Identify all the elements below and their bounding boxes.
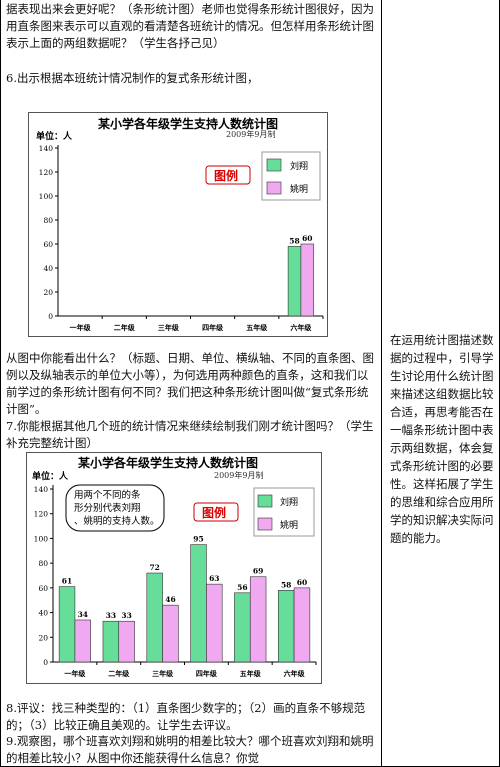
paragraph-step6: 6.出示根据本班统计情况制作的复式条形统计图，	[6, 71, 259, 85]
chart-title: 某小学各年级学生支持人数统计图	[78, 455, 258, 470]
data-label: 60	[302, 234, 312, 243]
y-tick-label: 0	[43, 658, 48, 667]
y-tick-label: 0	[48, 312, 53, 321]
bar-liuxiang	[146, 572, 163, 663]
data-label: 69	[253, 567, 263, 576]
bar-liuxiang	[102, 620, 120, 663]
legend-swatch-liuxiang	[257, 494, 273, 508]
legend-label-yaoming: 姚明	[280, 519, 298, 531]
table-left-border	[0, 0, 1, 767]
chart-date: 2009年9月制	[226, 129, 275, 139]
x-tick-label: 一年级	[70, 323, 92, 332]
callout-text: 用两个不同的条 形分别代表刘翔 、姚明的支持人数。	[74, 489, 160, 527]
bar-yaoming	[249, 576, 267, 663]
y-tick-label: 80	[38, 559, 48, 568]
y-tick-label: 40	[38, 609, 48, 618]
data-label: 58	[289, 236, 299, 245]
chart-single-grade: 某小学各年级学生支持人数统计图 单位：人 2009年9月制 0 20 40 60 80 1…	[28, 112, 328, 337]
bar-yaoming	[74, 619, 91, 663]
x-tick-label: 二年级	[114, 323, 136, 332]
data-label: 63	[209, 574, 219, 583]
data-label: 61	[62, 577, 72, 586]
y-tick-label: 120	[34, 510, 49, 519]
legend-swatch-yaoming	[257, 517, 273, 531]
x-tick-label: 一年级	[64, 669, 86, 678]
chart-frame	[28, 112, 328, 337]
y-tick-label: 100	[39, 192, 54, 201]
y-tick-label: 140	[39, 144, 54, 153]
bar-liuxiang	[287, 246, 302, 317]
data-label: 56	[237, 583, 247, 592]
legend-swatch-yaoming	[266, 181, 282, 195]
data-label: 95	[193, 535, 203, 544]
y-tick-label: 60	[43, 240, 53, 249]
y-tick-label: 80	[43, 216, 53, 225]
chart-unit: 单位：人	[36, 130, 73, 142]
data-label: 60	[297, 578, 307, 587]
y-tick-label: 40	[43, 264, 53, 273]
paragraph-step8: 8.评议：找三种类型的：（1）直条图少数字的；（2）画的直条不够规范的；（3）比…	[6, 701, 366, 732]
bar-liuxiang	[58, 586, 76, 663]
bar-yaoming	[118, 620, 135, 663]
bar-yaoming	[300, 243, 315, 317]
bar-liuxiang	[278, 590, 295, 663]
legend-label-liuxiang: 刘翔	[280, 496, 298, 508]
y-tick-label: 20	[38, 633, 48, 642]
chart-title: 某小学各年级学生支持人数统计图	[98, 116, 278, 131]
legend-title: 图例	[214, 168, 238, 183]
paragraph-observe: 从图中你能看出什么？（标题、日期、单位、横纵轴、不同的直条图、图例以及纵轴表示的…	[6, 351, 374, 416]
legend-label-yaoming: 姚明	[290, 183, 308, 195]
data-label: 33	[106, 611, 116, 620]
x-tick-label: 六年级	[284, 669, 306, 678]
x-tick-label: 五年级	[240, 669, 262, 678]
bar-yaoming	[293, 587, 311, 663]
chart-unit: 单位：人	[32, 470, 69, 482]
data-label: 72	[149, 563, 159, 572]
x-tick-label: 四年级	[202, 323, 224, 332]
x-tick-label: 六年级	[290, 323, 312, 332]
y-tick-label: 120	[39, 168, 54, 177]
chart-all-grades: 某小学各年级学生支持人数统计图 单位：人 2009年9月制 0 20 40 60 80 1…	[26, 452, 322, 684]
chart-date: 2009年9月制	[214, 470, 263, 480]
legend-label-liuxiang: 刘翔	[290, 160, 308, 172]
y-tick-label: 100	[34, 534, 49, 543]
legend-badge: 图例	[205, 165, 251, 185]
data-label: 34	[78, 610, 88, 619]
legend-title: 图例	[202, 505, 226, 520]
x-tick-label: 五年级	[246, 323, 268, 332]
bar-liuxiang	[234, 592, 251, 663]
paragraph-step9: 9.观察图，哪个班喜欢刘翔和姚明的相差比较大？哪个班喜欢刘翔和姚明的相差比较小？…	[6, 734, 374, 765]
table-divider	[381, 0, 382, 767]
y-tick-label: 60	[38, 584, 48, 593]
bar-liuxiang	[190, 544, 207, 663]
y-tick-label: 20	[43, 288, 53, 297]
bar-yaoming	[162, 604, 179, 663]
legend-badge: 图例	[193, 502, 239, 522]
data-label: 33	[121, 611, 131, 620]
data-label: 58	[281, 580, 291, 589]
x-tick-label: 三年级	[158, 323, 180, 332]
x-tick-label: 二年级	[108, 669, 130, 678]
legend-swatch-liuxiang	[266, 158, 282, 172]
paragraph-step7: 7.你能根据其他几个班的统计情况来继续绘制我们刚才统计图吗？（学生补充完整统计图…	[6, 419, 374, 450]
x-tick-label: 三年级	[152, 669, 174, 678]
data-label: 46	[165, 595, 175, 604]
design-intent-note: 在运用统计图描述数据的过程中，引导学生讨论用什么统计图来描述这组数据比较合适，再…	[390, 333, 494, 545]
bar-yaoming	[206, 583, 223, 663]
callout-bubble: 用两个不同的条 形分别代表刘翔 、姚明的支持人数。	[65, 484, 165, 532]
x-tick-label: 四年级	[196, 669, 218, 678]
paragraph-intro: 据表现出来会更好呢？（条形统计图）老师也觉得条形统计图很好，因为用直条图来表示可…	[6, 2, 374, 50]
y-tick-label: 140	[34, 485, 49, 494]
